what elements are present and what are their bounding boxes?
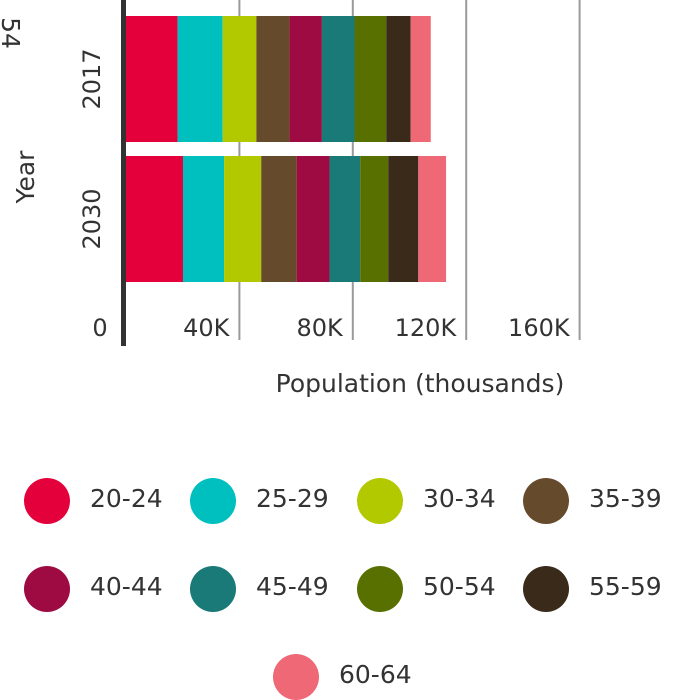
clipped-label: 54 (0, 17, 25, 49)
x-tick-label: 40K (183, 314, 231, 342)
bar-2030-20-24[interactable] (126, 156, 183, 282)
bar-2030-45-49[interactable] (329, 156, 361, 282)
legend-label: 45-49 (256, 572, 329, 601)
bar-2017-25-29[interactable] (177, 16, 223, 142)
bar-2017-45-49[interactable] (321, 16, 355, 142)
bar-2017-35-39[interactable] (256, 16, 290, 142)
legend-label: 60-64 (339, 660, 412, 689)
x-axis-title: Population (thousands) (276, 369, 565, 398)
bar-2017-20-24[interactable] (126, 16, 178, 142)
legend-swatch (190, 566, 236, 612)
legend-label: 25-29 (256, 484, 329, 513)
y-category-labels: 2017 2030 (78, 48, 106, 249)
legend-swatch (357, 478, 403, 524)
bar-2030-25-29[interactable] (182, 156, 225, 282)
legend-swatch (523, 566, 569, 612)
x-tick-label: 120K (395, 314, 458, 342)
y-category-label: 2017 (78, 48, 106, 109)
bar-2030-35-39[interactable] (261, 156, 297, 282)
bar-2030-30-34[interactable] (224, 156, 262, 282)
bar-2017-40-44[interactable] (289, 16, 322, 142)
bar-2030-55-59[interactable] (388, 156, 419, 282)
y-axis-line (121, 0, 126, 346)
legend-swatch (24, 566, 70, 612)
bar-2017-50-54[interactable] (354, 16, 387, 142)
bar-2017-30-34[interactable] (222, 16, 257, 142)
legend-label: 20-24 (90, 484, 163, 513)
x-tick-label: 80K (297, 314, 345, 342)
bars (126, 16, 447, 282)
y-axis-title: Year (11, 150, 40, 205)
legend-label: 55-59 (589, 572, 662, 601)
bar-2030-60-64[interactable] (418, 156, 447, 282)
x-tick-label: 160K (508, 314, 571, 342)
x-tick-labels: 0 40K 80K 120K 160K (92, 314, 571, 342)
legend-swatch (523, 478, 569, 524)
x-tick-label: 0 (92, 314, 107, 342)
y-category-label: 2030 (78, 188, 106, 249)
legend-swatch (273, 654, 319, 700)
legend-swatch (357, 566, 403, 612)
bar-2017-60-64[interactable] (410, 16, 431, 142)
legend-label: 35-39 (589, 484, 662, 513)
legend-label: 40-44 (90, 572, 163, 601)
legend-swatch (190, 478, 236, 524)
bar-2030-50-54[interactable] (360, 156, 389, 282)
legend-swatch (24, 478, 70, 524)
legend-label: 50-54 (423, 572, 496, 601)
legend-label: 30-34 (423, 484, 496, 513)
bar-2030-40-44[interactable] (296, 156, 330, 282)
bar-2017-55-59[interactable] (386, 16, 411, 142)
